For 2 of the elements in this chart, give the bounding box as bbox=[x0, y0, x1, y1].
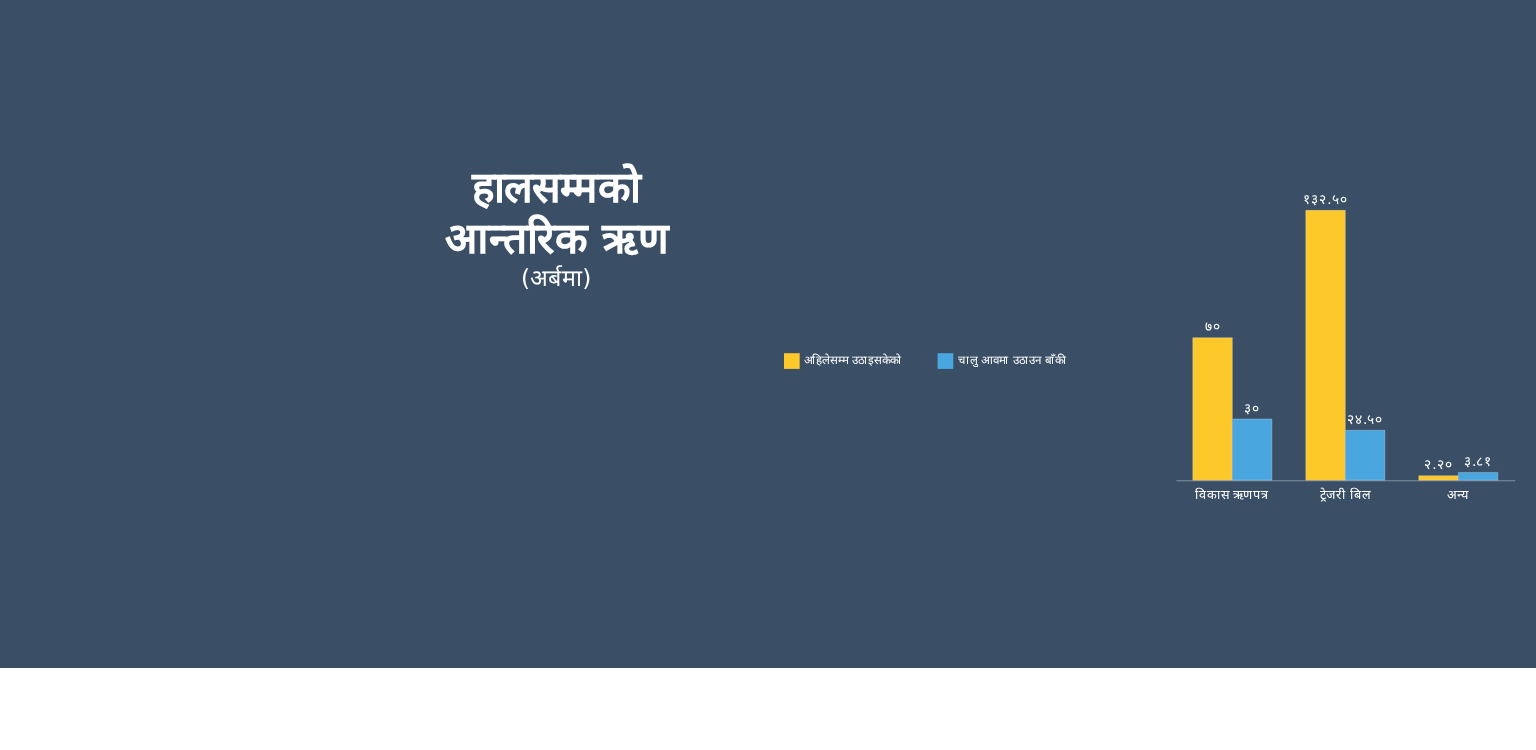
text: हालसम्मको आन्तरिक ऋण bbox=[444, 161, 672, 263]
text: (अर्बमा) bbox=[521, 263, 592, 292]
